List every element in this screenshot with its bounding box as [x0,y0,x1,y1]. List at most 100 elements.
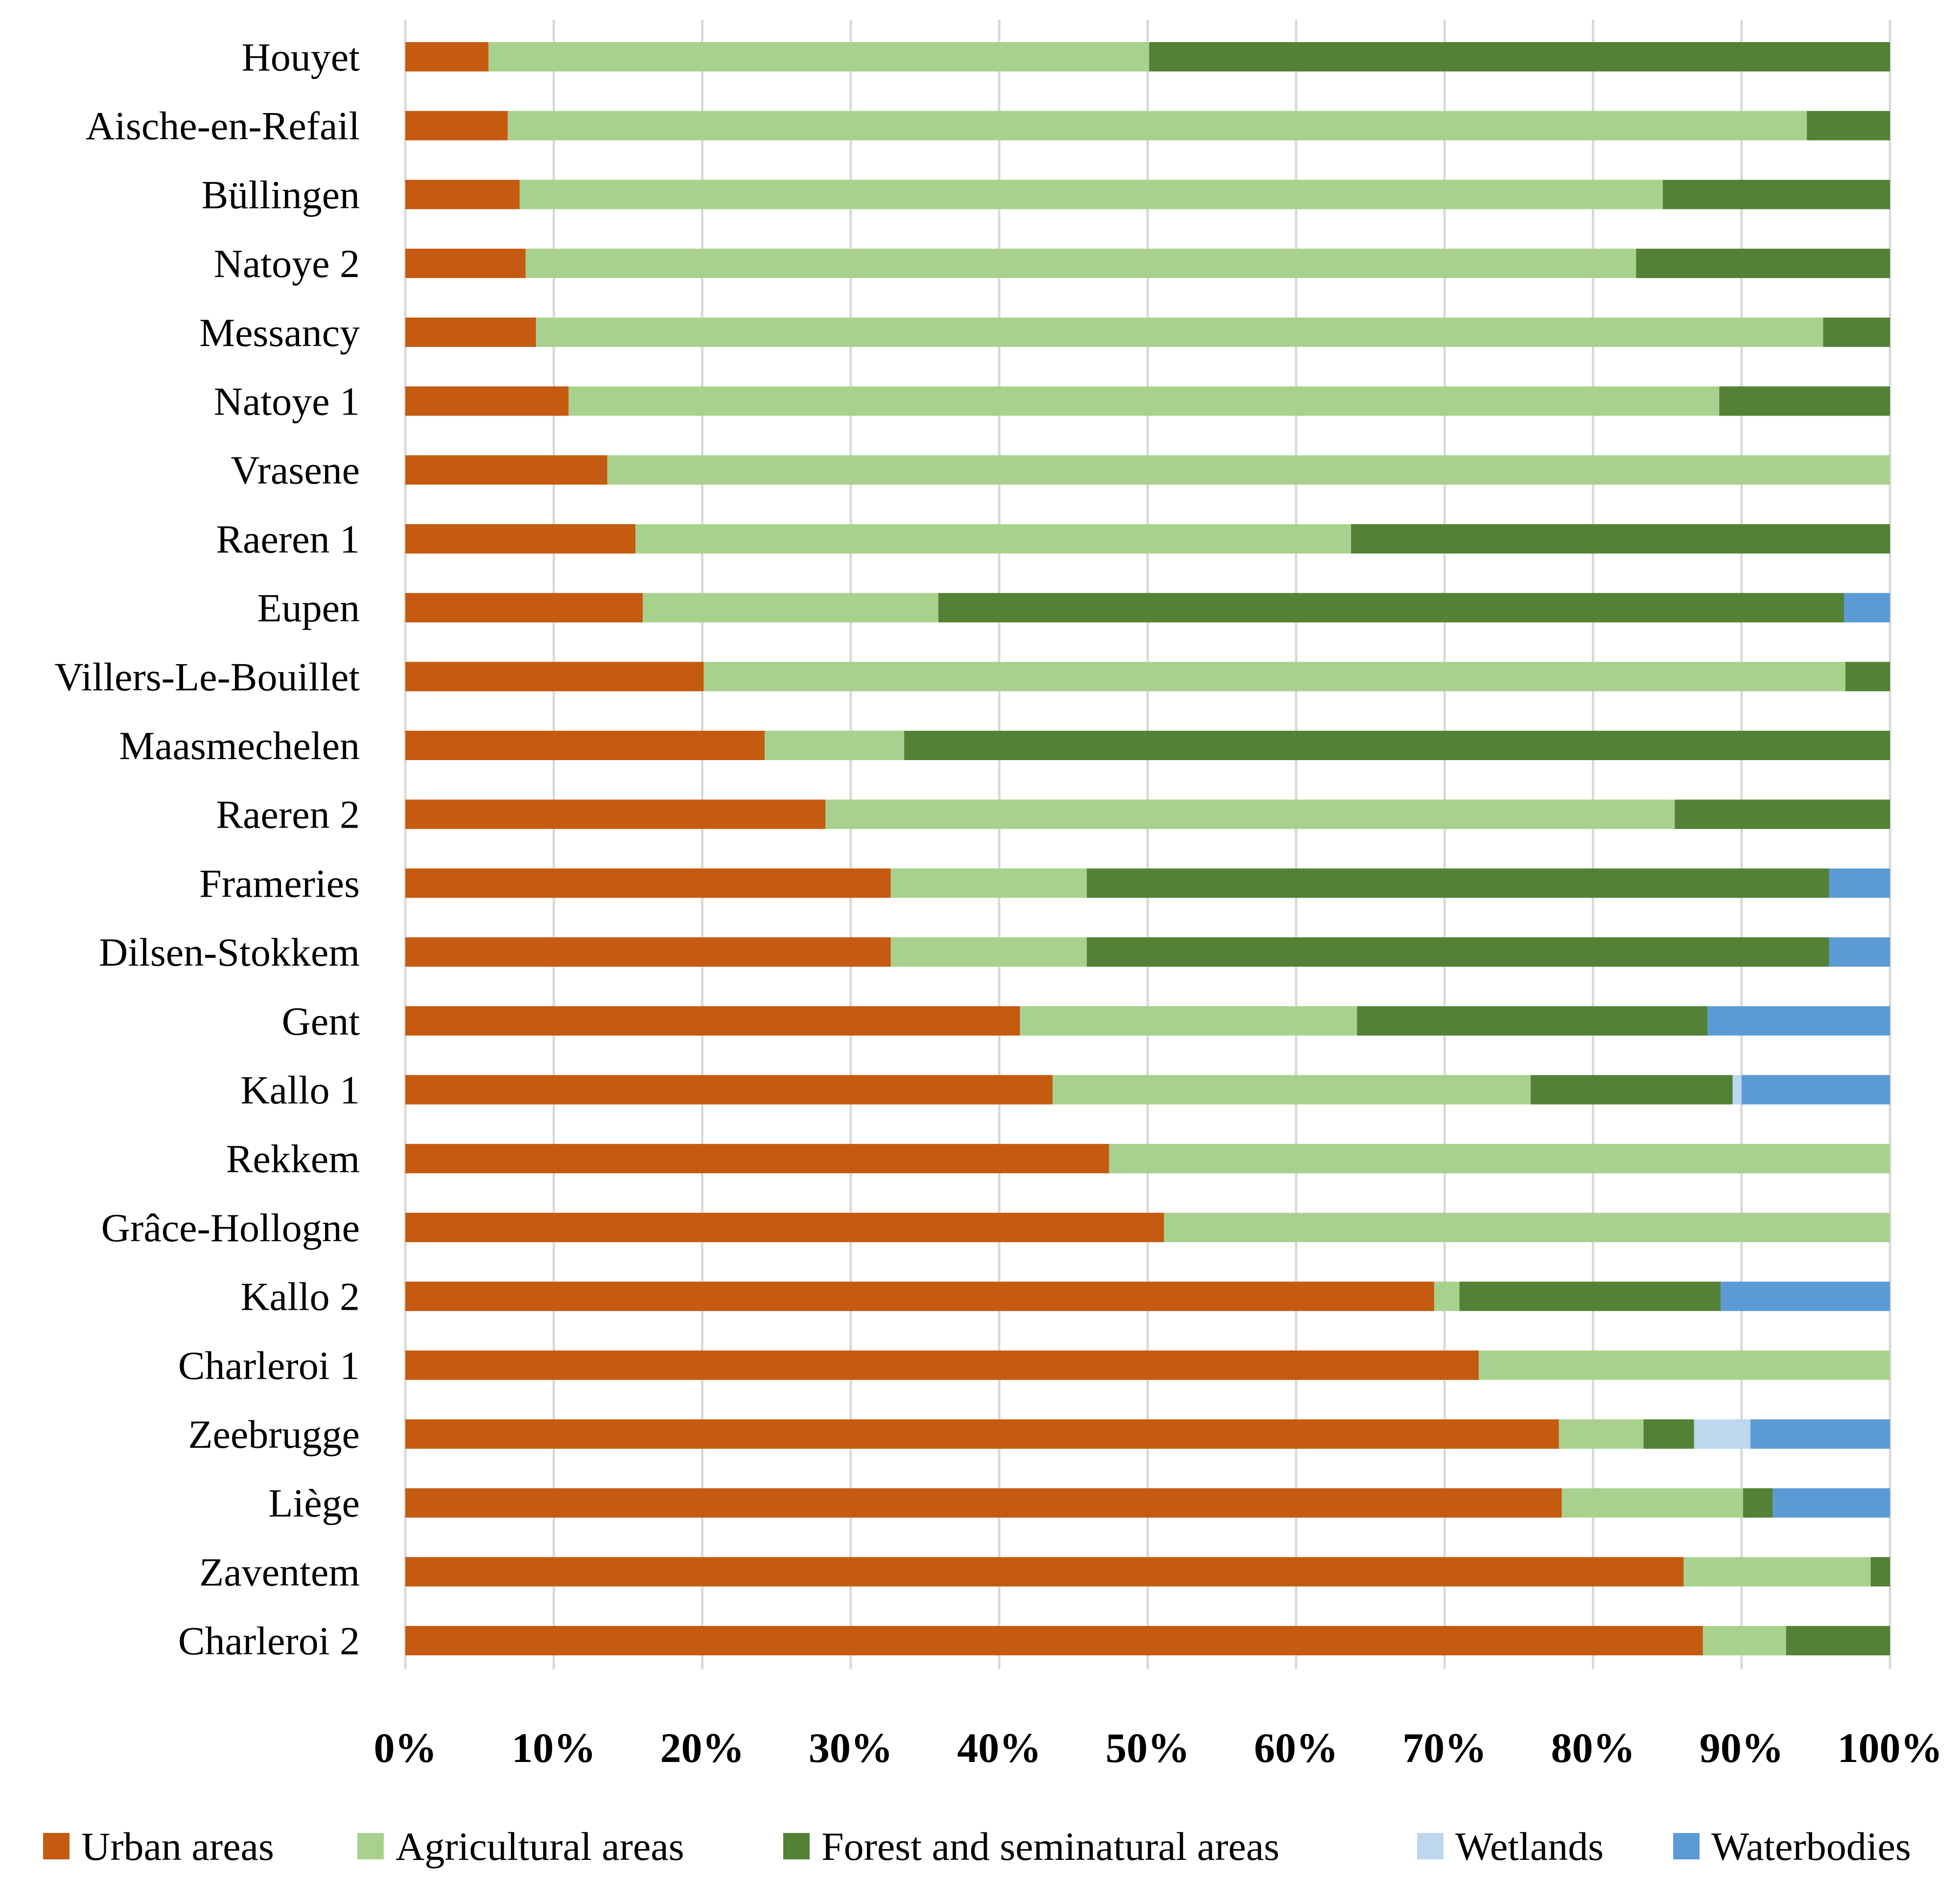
bar-segment [405,180,520,209]
category-label: Aische-en-Refail [86,104,360,148]
bar-segment [536,317,1823,347]
bar-segment [1351,524,1890,554]
legend-label: Forest and seminatural areas [821,1824,1280,1869]
category-label: Eupen [257,586,360,630]
bar-segment [764,731,905,760]
bar-segment [1357,1006,1707,1036]
bar-segment [938,593,1844,623]
x-tick-label: 100% [1838,1724,1943,1771]
bar-segment [1703,1626,1786,1656]
category-label: Houyet [242,35,360,79]
bars [405,42,1890,1656]
bar-segment [1459,1281,1721,1311]
bar-segment [405,1350,1479,1380]
bar-segment [1683,1557,1871,1587]
bar-segment [1732,1075,1742,1105]
bar-segment [1807,111,1890,140]
category-label: Charleroi 1 [178,1343,360,1388]
category-label: Kallo 1 [240,1068,360,1112]
category-label: Messancy [199,310,360,355]
bar-segment [1719,386,1890,416]
bar-segment [1149,42,1890,71]
category-label: Kallo 2 [240,1275,360,1319]
bar-segment [405,42,489,71]
bar-segment [1020,1006,1357,1036]
legend-label: Wetlands [1455,1824,1604,1869]
legend-label: Urban areas [81,1824,274,1869]
x-tick-label: 30% [809,1724,893,1771]
x-tick-label: 40% [957,1724,1041,1771]
bar-segment [488,42,1149,71]
bar-segment [405,1281,1434,1311]
bar-segment [405,1144,1109,1174]
category-label: Frameries [199,861,360,905]
bar-segment [405,249,526,278]
bar-segment [405,386,569,416]
category-label: Büllingen [202,172,360,217]
bar-segment [1694,1419,1750,1449]
category-label: Vrasene [231,448,360,492]
bar-segment [890,937,1087,967]
bar-segment [1843,593,1890,623]
bar-segment [1434,1281,1460,1311]
legend-swatch [1673,1833,1700,1859]
bar-segment [405,524,636,554]
bar-segment [405,111,508,140]
bar-segment [1675,799,1890,829]
x-tick-label: 70% [1402,1724,1487,1771]
bar-segment [1750,1419,1890,1449]
legend-swatch [783,1833,810,1859]
legend-label: Waterbodies [1711,1824,1911,1869]
bar-segment [1773,1488,1890,1518]
bar-segment [405,455,607,485]
bar-segment [1109,1144,1890,1174]
gridlines [404,20,1891,1669]
x-tick-label: 0% [374,1724,437,1771]
legend-swatch [357,1833,384,1859]
bar-segment [1636,249,1890,278]
category-label: Natoye 2 [214,241,360,286]
bar-segment [1786,1626,1890,1656]
category-label: Liège [268,1481,360,1526]
category-label: Villers-Le-Bouillet [54,654,360,699]
bar-segment [1562,1488,1743,1518]
bar-segment [525,249,1636,278]
bar-segment [1743,1488,1773,1518]
legend: Urban areas Agricultural areas Forest and … [43,1824,1911,1869]
bar-segment [607,455,1890,485]
category-label: Zeebrugge [188,1412,360,1457]
bar-segment [643,593,938,623]
bar-segment [1707,1006,1890,1036]
bar-segment [1559,1419,1644,1449]
bar-segment [1823,317,1890,347]
bar-segment [405,1006,1020,1036]
bar-segment [405,1488,1562,1518]
bar-segment [635,524,1352,554]
bar-segment [508,111,1807,140]
category-label: Charleroi 2 [178,1619,360,1663]
bar-segment [1052,1075,1531,1105]
bar-segment [405,1075,1053,1105]
legend-label: Agricultural areas [396,1824,684,1869]
category-label: Raeren 2 [216,792,360,837]
legend-swatch [43,1833,70,1859]
bar-segment [825,799,1675,829]
bar-segment [703,662,1846,692]
bar-segment [1478,1350,1890,1380]
category-label: Dilsen-Stokkem [99,930,360,974]
bar-segment [405,1626,1703,1656]
bar-segment [405,662,704,692]
x-tick-label: 80% [1551,1724,1635,1771]
bar-segment [405,1419,1559,1449]
bar-segment [519,180,1663,209]
category-label: Rekkem [226,1136,360,1181]
bar-segment [1531,1075,1733,1105]
bar-segment [1721,1281,1890,1311]
bar-segment [1870,1557,1890,1587]
category-label: Raeren 1 [216,517,360,561]
bar-segment [405,799,826,829]
bar-segment [904,731,1890,760]
bar-segment [1829,868,1890,898]
bar-segment [1087,937,1829,967]
